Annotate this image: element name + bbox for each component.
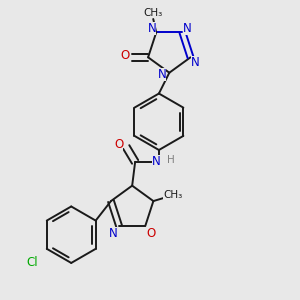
- Text: N: N: [147, 22, 156, 35]
- Text: CH₃: CH₃: [163, 190, 182, 200]
- Text: N: N: [190, 56, 200, 69]
- Text: O: O: [121, 49, 130, 62]
- Text: H: H: [167, 155, 175, 165]
- Text: CH₃: CH₃: [144, 8, 163, 18]
- Text: O: O: [147, 227, 156, 240]
- Text: O: O: [114, 138, 123, 151]
- Text: N: N: [158, 68, 166, 81]
- Text: N: N: [182, 22, 191, 35]
- Text: N: N: [152, 155, 160, 168]
- Text: N: N: [109, 227, 118, 240]
- Text: Cl: Cl: [26, 256, 38, 269]
